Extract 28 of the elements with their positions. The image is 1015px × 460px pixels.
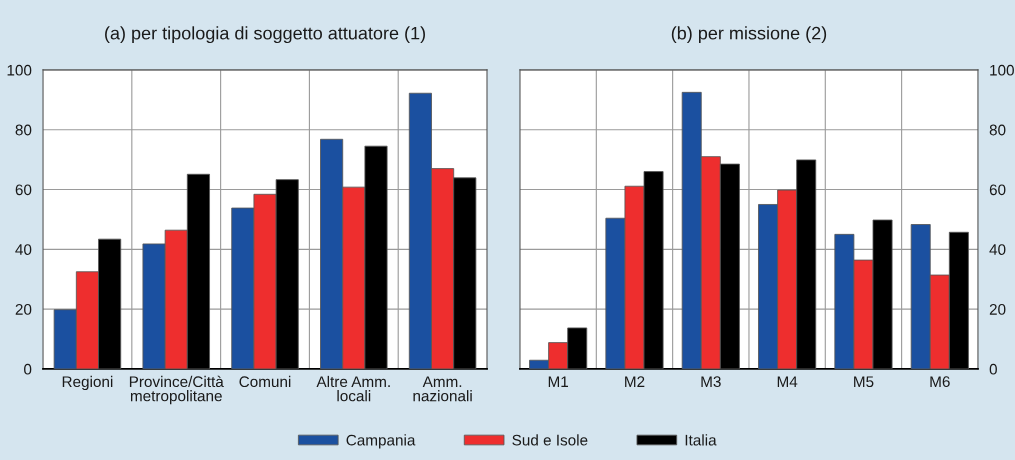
x-tick-label: Altre Amm. locali: [316, 375, 390, 402]
x-tick-label: M5: [854, 376, 874, 388]
x-tick-label: M1: [548, 376, 569, 387]
x-tick-label: M4: [777, 376, 798, 387]
x-tick-label: Amm. nazionali: [413, 376, 472, 402]
x-tick-label: Regioni: [62, 375, 113, 391]
chart-title: (b) per missione (2): [671, 26, 827, 44]
y-tick-label: 80: [15, 124, 32, 136]
y2-tick-label: 20: [989, 303, 1006, 315]
y-tick-label: 20: [15, 303, 32, 315]
x-tick-label: Comuni: [239, 375, 291, 388]
legend-label: Sud e Isole: [512, 434, 588, 446]
x-tick-label: Province/Città metropolitane: [129, 375, 224, 405]
x-tick-label: M2: [625, 376, 645, 387]
x-tick-label: M3: [701, 376, 721, 388]
legend-label: Campania: [346, 434, 416, 449]
legend-label: Italia: [685, 434, 717, 446]
y2-tick-label: 60: [989, 184, 1006, 196]
y-tick-label: 100: [7, 64, 32, 76]
y-tick-label: 60: [15, 184, 32, 196]
y2-tick-label: 0: [989, 363, 997, 375]
x-tick-label: M6: [930, 376, 950, 388]
y-tick-label: 40: [15, 244, 32, 256]
y2-tick-label: 80: [989, 124, 1006, 136]
y2-tick-label: 40: [989, 244, 1006, 256]
y-tick-label: 0: [24, 363, 32, 375]
chart-title: (a) per tipologia di soggetto attuatore (1): [105, 26, 425, 44]
y2-tick-label: 100: [990, 64, 1014, 76]
